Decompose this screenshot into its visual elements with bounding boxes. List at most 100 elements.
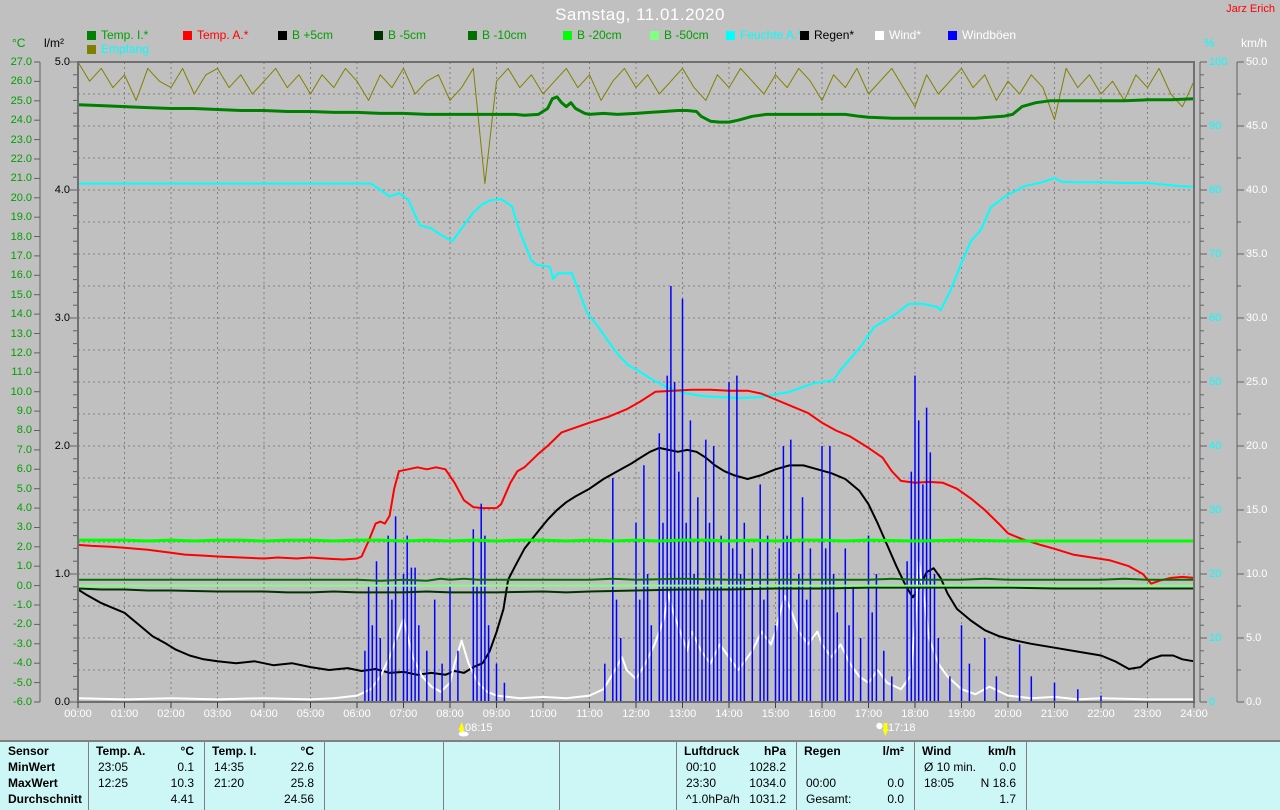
legend-label: Empfang	[101, 42, 150, 56]
time-tick-label: 14:00	[715, 708, 743, 720]
time-tick-label: 23:00	[1133, 708, 1162, 720]
time-tick-label: 07:00	[389, 708, 418, 720]
wind-tick-label: 20.0	[1246, 440, 1268, 452]
legend-label: B -10cm	[482, 28, 527, 42]
rain-tick-label: 0.0	[54, 696, 70, 708]
page-title: Samstag, 11.01.2020	[555, 5, 725, 24]
time-tick-label: 19:00	[947, 708, 976, 720]
sunrise-time-label: 08:15	[465, 722, 493, 734]
stats-cell-value: 0.0	[887, 792, 904, 806]
legend-item-temp-a: Temp. A.*	[183, 29, 248, 42]
temp-tick-label: 5.0	[16, 483, 32, 495]
stats-cell-value: 25.8	[290, 776, 314, 790]
legend-label: Temp. I.*	[101, 28, 149, 42]
series-Temp. A.	[77, 388, 1195, 585]
temp-tick-label: 18.0	[10, 231, 32, 243]
series-B -5cm	[77, 586, 1194, 594]
legend-label: Feuchte A.*	[740, 28, 803, 42]
stats-cell-value: N 18.6	[980, 776, 1016, 790]
time-tick-label: 03:00	[203, 708, 232, 720]
stats-group-unit: °C	[180, 744, 194, 758]
table-separator	[324, 742, 325, 810]
sunrise-icon	[458, 722, 469, 737]
time-tick-label: 06:00	[343, 708, 371, 720]
stats-cell-value: 1028.2	[749, 760, 786, 774]
stats-group-name: Regen	[804, 744, 841, 758]
time-tick-label: 08:00	[436, 708, 464, 720]
stats-cell-time: Gesamt:	[806, 792, 852, 806]
author-label: Jarz Erich	[1226, 3, 1275, 15]
temp-tick-label: 23.0	[10, 134, 32, 146]
stats-group-name: Wind	[922, 744, 952, 758]
table-separator	[914, 742, 915, 810]
table-separator	[676, 742, 677, 810]
humidity-tick-label: 30	[1209, 504, 1222, 516]
legend-swatch-temp-a	[183, 31, 192, 40]
series-B -10cm	[78, 577, 1194, 582]
stats-cell-value: 1.7	[999, 792, 1016, 806]
legend-item-b-minus50: B -50cm	[650, 29, 709, 42]
time-tick-label: 16:00	[808, 708, 836, 720]
stats-row-label: MinWert	[8, 760, 56, 774]
legend-item-regen: Regen*	[800, 29, 854, 42]
wind-tick-label: 40.0	[1246, 184, 1268, 196]
rain-tick-label: 4.0	[54, 184, 70, 196]
temp-tick-label: 9.0	[16, 405, 32, 417]
legend-item-wind: Wind*	[875, 29, 921, 42]
time-tick-label: 12:00	[622, 708, 650, 720]
temp-tick-label: 8.0	[16, 424, 32, 436]
table-separator	[88, 742, 89, 810]
time-tick-label: 15:00	[761, 708, 790, 720]
wind-tick-label: 15.0	[1246, 504, 1268, 516]
wind-tick-label: 5.0	[1246, 632, 1262, 644]
humidity-axis-unit: %	[1204, 36, 1215, 50]
temp-tick-label: 11.0	[11, 366, 32, 378]
wind-tick-label: 25.0	[1246, 376, 1268, 388]
humidity-tick-label: 20	[1209, 568, 1222, 580]
stats-group-name: Temp. A.	[96, 744, 146, 758]
stats-cell-value: 0.0	[887, 776, 904, 790]
rain-tick-label: 2.0	[54, 440, 70, 452]
stats-cell-time: 21:20	[214, 776, 245, 790]
legend-swatch-empfang	[87, 45, 96, 54]
legend-item-empfang: Empfang	[87, 42, 150, 56]
temp-tick-label: -2.0	[13, 618, 32, 630]
time-tick-label: 13:00	[668, 708, 697, 720]
stats-row-label: Durchschnitt	[8, 792, 83, 806]
stats-group-name: Temp. I.	[212, 744, 257, 758]
table-top-border	[0, 740, 1280, 742]
table-separator	[204, 742, 205, 810]
wind-tick-label: 35.0	[1246, 248, 1268, 260]
temp-tick-label: 1.0	[16, 560, 32, 572]
humidity-tick-label: 70	[1209, 248, 1222, 260]
stats-cell-value: 1031.2	[749, 792, 786, 806]
temp-tick-label: 16.0	[10, 269, 32, 281]
legend-swatch-windboeen	[948, 31, 957, 40]
legend-label: Windböen	[962, 28, 1017, 42]
temp-tick-label: 12.0	[10, 347, 32, 359]
table-separator	[1026, 742, 1027, 810]
series-Windböen	[364, 286, 1102, 702]
stats-group-unit: l/m²	[882, 744, 904, 758]
temp-axis-unit: °C	[12, 36, 26, 50]
stats-row-label: MaxWert	[8, 776, 58, 790]
stats-group-unit: hPa	[763, 744, 786, 758]
time-tick-label: 24:00	[1180, 708, 1208, 720]
temp-tick-label: 24.0	[10, 114, 32, 126]
temp-tick-label: 27.0	[10, 56, 32, 68]
legend-item-b-minus5: B -5cm	[374, 29, 426, 42]
stats-cell-time: 12:25	[98, 776, 129, 790]
humidity-tick-label: 90	[1209, 120, 1222, 132]
wind-tick-label: 30.0	[1246, 312, 1268, 324]
table-separator	[796, 742, 797, 810]
temp-tick-label: 13.0	[10, 328, 32, 340]
time-tick-label: 17:00	[854, 708, 883, 720]
wind-tick-label: 45.0	[1246, 120, 1268, 132]
time-tick-label: 00:00	[64, 708, 92, 720]
legend-item-b-minus20: B -20cm	[563, 29, 622, 42]
stats-cell-value: 1034.0	[749, 776, 786, 790]
stats-cell-value: 10.3	[170, 776, 194, 790]
time-tick-label: 21:00	[1040, 708, 1069, 720]
series-Feuchte A.	[78, 176, 1195, 399]
